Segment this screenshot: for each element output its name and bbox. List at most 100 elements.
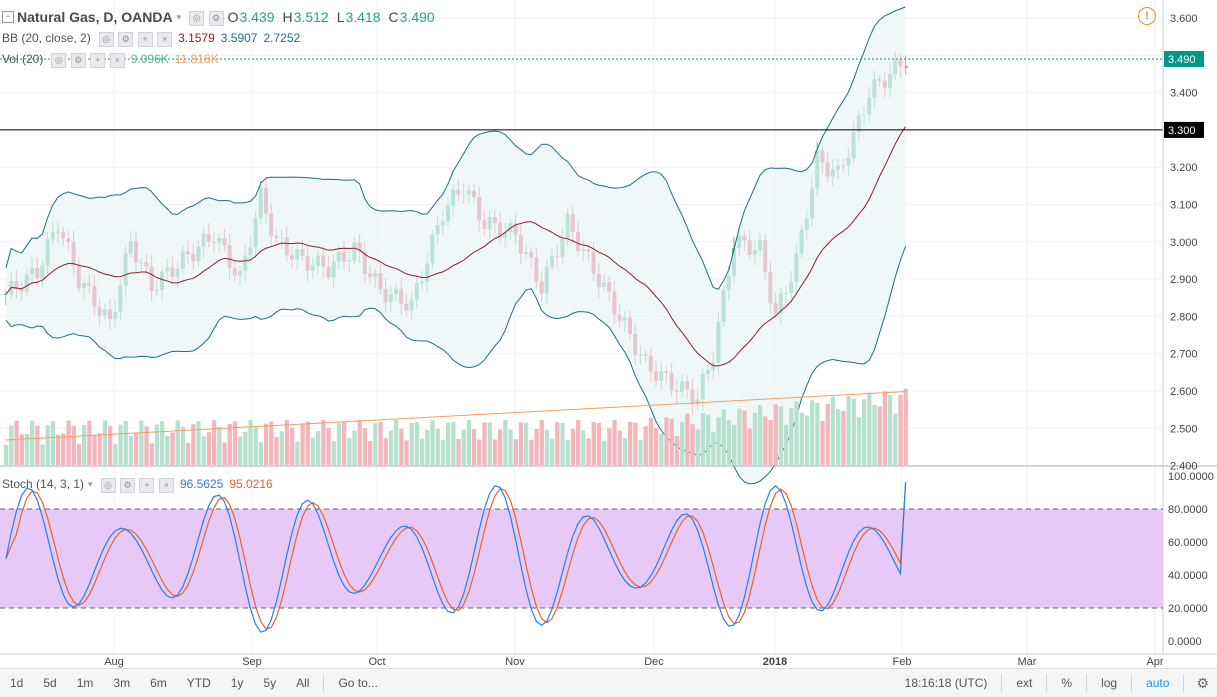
volume-bar bbox=[560, 422, 565, 465]
time-tick-label: Oct bbox=[368, 656, 385, 668]
timeframe-all[interactable]: All bbox=[296, 676, 310, 690]
volume-bar bbox=[399, 428, 404, 465]
add-icon[interactable]: + bbox=[139, 478, 155, 493]
eye-icon[interactable]: ◎ bbox=[100, 478, 116, 493]
timeframe-5y[interactable]: 5y bbox=[263, 676, 277, 690]
volume-bar bbox=[815, 402, 820, 465]
volume-bar bbox=[498, 429, 503, 465]
stoch-tick-label: 20.0000 bbox=[1168, 603, 1208, 615]
timeframe-6m[interactable]: 6m bbox=[150, 676, 167, 690]
volume-bar bbox=[170, 432, 175, 465]
volume-bar bbox=[888, 394, 893, 465]
chart-area[interactable]: 3.6003.5003.4003.3003.2003.1003.0002.900… bbox=[0, 0, 1217, 668]
close-icon[interactable]: × bbox=[157, 32, 173, 47]
open-label: O bbox=[227, 9, 239, 25]
volume-bar bbox=[175, 420, 180, 465]
volume-bar bbox=[602, 440, 607, 465]
time-tick-label: Dec bbox=[644, 656, 664, 668]
add-icon[interactable]: + bbox=[90, 53, 106, 68]
volume-bar bbox=[446, 422, 451, 465]
timeframe-1d[interactable]: 1d bbox=[10, 676, 24, 690]
high-label: H bbox=[282, 9, 293, 25]
volume-bar bbox=[830, 396, 836, 465]
stoch-label[interactable]: Stoch (14, 3, 1) bbox=[2, 477, 85, 491]
collapse-icon[interactable]: − bbox=[2, 11, 14, 23]
volume-bar bbox=[61, 433, 66, 465]
stoch-tick-label: 80.0000 bbox=[1168, 504, 1208, 516]
stoch-tick-label: 100.0000 bbox=[1168, 471, 1214, 483]
volume-bar bbox=[82, 424, 87, 465]
settings-icon[interactable]: ⚙ bbox=[120, 478, 136, 493]
close-icon[interactable]: × bbox=[158, 478, 174, 493]
volume-bar bbox=[773, 404, 778, 465]
timeframe-1m[interactable]: 1m bbox=[76, 676, 94, 690]
percent-toggle[interactable]: % bbox=[1061, 676, 1073, 690]
volume-bar bbox=[284, 420, 290, 465]
volume-bar bbox=[581, 430, 586, 465]
volume-bar bbox=[648, 417, 654, 465]
volume-bar bbox=[139, 420, 144, 465]
stoch-controls: ◎ ⚙ + × bbox=[100, 475, 174, 493]
stoch-k-value: 96.5625 bbox=[179, 477, 224, 491]
eye-icon[interactable]: ◎ bbox=[51, 53, 67, 68]
symbol-title[interactable]: Natural Gas, D, OANDA bbox=[17, 9, 173, 25]
volume-bar bbox=[191, 424, 196, 465]
vol-label[interactable]: Vol (20) bbox=[2, 52, 44, 66]
auto-toggle[interactable]: auto bbox=[1146, 676, 1170, 690]
volume-bar bbox=[607, 428, 612, 465]
volume-bar bbox=[24, 433, 30, 465]
volume-bar bbox=[768, 420, 773, 465]
volume-bar bbox=[404, 440, 409, 465]
volume-bar bbox=[726, 420, 732, 465]
volume-bar bbox=[92, 435, 97, 465]
volume-bar bbox=[612, 420, 617, 465]
volume-bar bbox=[316, 431, 321, 465]
bb-label[interactable]: BB (20, close, 2) bbox=[2, 31, 91, 45]
gear-icon[interactable]: ⚙ bbox=[1196, 674, 1209, 691]
volume-bar bbox=[362, 428, 368, 465]
volume-bar bbox=[700, 413, 706, 465]
timeframe-ytd[interactable]: YTD bbox=[186, 676, 211, 690]
volume-bar bbox=[373, 423, 378, 465]
volume-bar bbox=[862, 399, 867, 465]
divider bbox=[323, 674, 325, 692]
low-label: L bbox=[336, 9, 345, 25]
chevron-down-icon[interactable]: ▾ bbox=[88, 478, 93, 489]
close-label: C bbox=[388, 9, 399, 25]
volume-bar bbox=[555, 422, 560, 465]
add-icon[interactable]: + bbox=[137, 32, 153, 47]
goto-button[interactable]: Go to... bbox=[338, 676, 378, 690]
volume-bar bbox=[778, 406, 784, 465]
timeframe-1y[interactable]: 1y bbox=[230, 676, 244, 690]
volume-bar bbox=[50, 420, 56, 465]
last-price-tag-label: 3.490 bbox=[1168, 54, 1196, 66]
volume-bar bbox=[804, 415, 810, 465]
close-value: 3.490 bbox=[399, 9, 435, 25]
eye-icon[interactable]: ◎ bbox=[98, 32, 114, 47]
volume-bar bbox=[690, 424, 695, 465]
volume-bar bbox=[388, 430, 394, 465]
volume-bar bbox=[737, 408, 742, 465]
volume-bar bbox=[903, 388, 908, 465]
volume-bar bbox=[113, 443, 118, 465]
chevron-down-icon[interactable]: ▾ bbox=[176, 11, 182, 22]
volume-ma-line bbox=[5, 391, 906, 441]
timeframe-5d[interactable]: 5d bbox=[43, 676, 57, 690]
settings-icon[interactable]: ⚙ bbox=[70, 53, 86, 68]
bb-upper-line bbox=[5, 6, 906, 290]
volume-bar bbox=[669, 418, 674, 465]
time-tick-label: Nov bbox=[505, 656, 525, 668]
log-toggle[interactable]: log bbox=[1101, 676, 1118, 690]
ext-toggle[interactable]: ext bbox=[1016, 676, 1033, 690]
close-icon[interactable]: × bbox=[109, 53, 125, 68]
volume-bar bbox=[394, 420, 399, 465]
eye-icon[interactable]: ◎ bbox=[189, 11, 205, 26]
alert-icon[interactable]: ! bbox=[1138, 7, 1156, 25]
timeframe-3m[interactable]: 3m bbox=[113, 676, 131, 690]
volume-bar bbox=[732, 424, 737, 465]
volume-bar bbox=[123, 420, 128, 465]
settings-icon[interactable]: ⚙ bbox=[208, 11, 224, 26]
settings-icon[interactable]: ⚙ bbox=[118, 32, 134, 47]
bb-legend: BB (20, close, 2) ◎ ⚙ + × 3.1579 3.5907 … bbox=[0, 29, 300, 47]
volume-bar bbox=[513, 439, 518, 465]
